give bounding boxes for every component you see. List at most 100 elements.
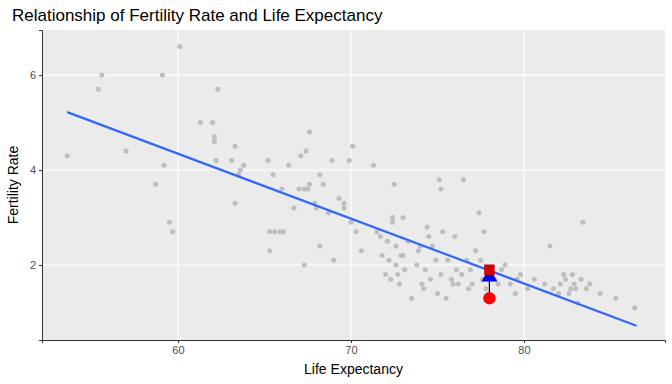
point [473,248,478,253]
point [532,277,537,282]
point [425,224,430,229]
point-group [483,292,495,304]
line [67,112,636,326]
point [99,73,104,78]
point [483,292,495,304]
y-axis-line [39,31,43,341]
point [435,291,440,296]
y-tick-mark [39,75,42,76]
grid-line-y [42,75,665,76]
point [65,153,70,158]
point [468,267,473,272]
point [542,281,547,286]
point [229,158,234,163]
point [433,258,438,263]
x-tick: 70 [345,340,357,356]
point [570,272,575,277]
point [414,262,419,267]
point [419,281,424,286]
point [476,210,481,215]
point [371,163,376,168]
point [385,239,390,244]
point [632,305,637,310]
point [423,267,428,272]
point [153,182,158,187]
chart: 607080246Relationship of Fertility Rate … [0,0,672,384]
point [484,264,494,274]
point [348,220,353,225]
point [212,134,217,139]
point [215,87,220,92]
point [387,258,392,263]
point [438,187,443,192]
point [380,253,385,258]
point [167,220,172,225]
point [566,291,571,296]
point-group [484,264,494,274]
y-tick: 4 [30,164,42,176]
point [482,229,487,234]
y-tick-mark [39,170,42,171]
title: Relationship of Fertility Rate and Life … [12,6,383,25]
point [302,262,307,267]
x-tick-mark [351,340,352,343]
point [390,220,395,225]
point [547,243,552,248]
point [459,272,464,277]
x-tick-mark [178,340,179,343]
point [350,144,355,149]
y-tick: 6 [30,69,42,81]
point [303,149,308,154]
point [342,206,347,211]
point [508,281,513,286]
point [513,291,518,296]
point [416,248,421,253]
point [563,277,568,282]
point [400,253,405,258]
point [271,172,276,177]
point [378,234,383,239]
point [428,277,433,282]
point [96,87,101,92]
point [177,44,182,49]
point [525,286,530,291]
point [558,281,563,286]
point [265,158,270,163]
point [445,258,450,263]
point [124,149,129,154]
point [454,267,459,272]
point [400,215,405,220]
point [359,248,364,253]
point [613,296,618,301]
point [598,291,603,296]
point [449,277,454,282]
grid-line-y [42,264,665,265]
point [160,73,165,78]
point [437,177,442,182]
y-tick-label: 4 [30,164,36,176]
point [456,281,461,286]
point [279,187,284,192]
point [438,272,443,277]
point [383,272,388,277]
point [518,272,523,277]
point [421,286,426,291]
point [466,286,471,291]
point [388,277,393,282]
x-axis-title: Life Expectancy [304,361,403,377]
point [331,258,336,263]
point [214,158,219,163]
point [267,248,272,253]
point [321,182,326,187]
point [342,201,347,206]
point [392,182,397,187]
grid-line-x [350,30,351,340]
point [210,120,215,125]
point [452,234,457,239]
grid-line-y [42,169,665,170]
point [483,286,488,291]
point [267,229,272,234]
point [198,120,203,125]
point [329,158,334,163]
x-tick: 80 [518,340,530,356]
